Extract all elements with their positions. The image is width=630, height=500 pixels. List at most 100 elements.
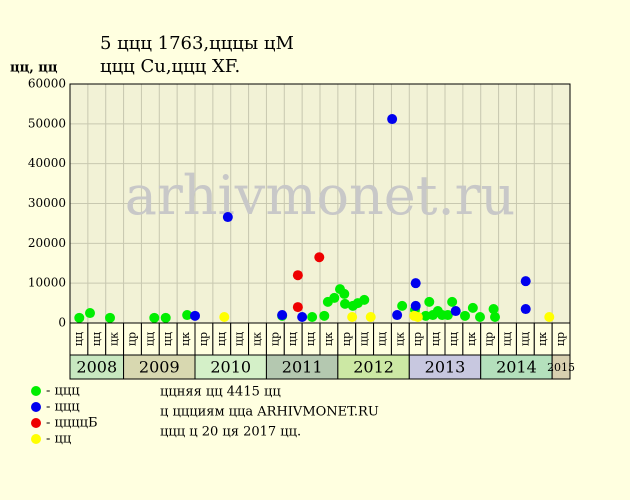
data-point bbox=[339, 288, 350, 299]
x-tick-label: цк bbox=[322, 332, 335, 346]
x-tick-label: цк bbox=[179, 332, 192, 346]
legend-marker bbox=[31, 402, 41, 412]
x-tick-label: цр bbox=[483, 332, 496, 346]
y-axis-label: цц, цц bbox=[10, 61, 58, 76]
year-band bbox=[123, 354, 196, 380]
data-point bbox=[488, 304, 499, 315]
x-tick-label: цр bbox=[554, 332, 567, 346]
year-label: 2009 bbox=[139, 358, 180, 377]
legend-label: - цц bbox=[46, 432, 71, 447]
x-tick-label: цр bbox=[126, 332, 139, 346]
watermark: arhivmonet.ru bbox=[125, 164, 515, 227]
y-tick-label: 40000 bbox=[28, 156, 66, 170]
data-point bbox=[319, 310, 330, 321]
data-point bbox=[307, 312, 318, 323]
legend-marker bbox=[31, 418, 41, 428]
data-point bbox=[329, 292, 340, 303]
data-point bbox=[447, 296, 458, 307]
x-tick-label: цр bbox=[268, 332, 281, 346]
data-point bbox=[365, 312, 376, 323]
year-label: 2013 bbox=[425, 358, 466, 377]
year-label: 2014 bbox=[496, 358, 537, 377]
quarter-cell bbox=[551, 322, 571, 356]
year-label: 2015 bbox=[547, 361, 575, 374]
x-tick-label: цц bbox=[429, 332, 442, 346]
legend-marker bbox=[31, 386, 41, 396]
chart-title: 5 ццц 1763,цццы цМ bbox=[100, 33, 294, 54]
x-tick-label: цц bbox=[447, 332, 460, 346]
data-point bbox=[424, 296, 435, 307]
legend-marker bbox=[31, 434, 41, 444]
x-tick-label: цц bbox=[376, 332, 389, 346]
data-point bbox=[475, 312, 485, 323]
data-point bbox=[442, 310, 453, 321]
data-point bbox=[544, 312, 555, 323]
data-point bbox=[347, 312, 358, 323]
data-point bbox=[520, 276, 531, 287]
year-band bbox=[408, 354, 482, 380]
data-point bbox=[340, 298, 350, 309]
x-tick-label: цц bbox=[72, 332, 85, 346]
data-point bbox=[490, 312, 500, 323]
x-tick-label: цр bbox=[340, 332, 353, 346]
x-tick-label: цц bbox=[358, 332, 371, 346]
data-point bbox=[219, 312, 230, 323]
x-tick-label: цц bbox=[161, 332, 174, 346]
data-point bbox=[359, 294, 370, 305]
data-point bbox=[85, 308, 95, 319]
y-tick-label: 60000 bbox=[28, 77, 66, 91]
year-label: 2012 bbox=[353, 358, 394, 377]
data-point bbox=[412, 312, 423, 323]
year-label: 2008 bbox=[76, 358, 117, 377]
data-point bbox=[182, 310, 193, 321]
data-point bbox=[222, 212, 233, 223]
data-point bbox=[297, 312, 308, 323]
year-band bbox=[194, 354, 267, 380]
x-tick-label: цк bbox=[536, 332, 549, 346]
note: ццц ц 20 ця 2017 цц. bbox=[160, 425, 301, 440]
x-tick-label: цц bbox=[518, 332, 531, 346]
data-point bbox=[410, 278, 421, 289]
x-tick-label: цк bbox=[251, 332, 264, 346]
note: ццняя цц 4415 цц bbox=[160, 385, 281, 400]
year-band bbox=[337, 354, 410, 380]
data-point bbox=[450, 306, 461, 317]
x-tick-label: цц bbox=[233, 332, 246, 346]
data-point bbox=[460, 310, 470, 321]
x-tick-label: цр bbox=[197, 332, 210, 346]
legend-label: - ццц bbox=[46, 400, 80, 415]
data-point bbox=[387, 114, 398, 125]
year-label: 2010 bbox=[210, 358, 251, 377]
y-tick-label: 30000 bbox=[28, 196, 66, 210]
y-tick-label: 50000 bbox=[28, 116, 66, 130]
x-tick-label: цк bbox=[393, 332, 406, 346]
x-tick-label: цц bbox=[215, 332, 228, 346]
data-point bbox=[292, 302, 303, 313]
data-point bbox=[149, 312, 160, 323]
data-point bbox=[392, 310, 403, 321]
data-point bbox=[410, 300, 421, 311]
legend-label: - ццц bbox=[46, 384, 80, 399]
data-point bbox=[74, 312, 85, 323]
y-tick-label: 20000 bbox=[28, 236, 66, 250]
x-tick-label: цц bbox=[501, 332, 514, 346]
data-point bbox=[292, 270, 303, 281]
data-point bbox=[105, 312, 115, 323]
x-tick-label: цц bbox=[143, 332, 156, 346]
year-band bbox=[480, 354, 553, 380]
data-point bbox=[314, 252, 325, 263]
x-tick-label: цк bbox=[108, 332, 121, 346]
x-tick-label: цц bbox=[90, 332, 103, 346]
x-tick-label: цк bbox=[465, 332, 478, 346]
y-tick-label: 0 bbox=[58, 316, 66, 330]
data-point bbox=[467, 302, 478, 313]
legend-label: - ццццБ bbox=[46, 416, 98, 431]
x-tick-label: цц bbox=[286, 332, 299, 346]
data-point bbox=[190, 310, 200, 321]
x-tick-label: цр bbox=[411, 332, 424, 346]
x-tick-label: цц bbox=[304, 332, 317, 346]
y-tick-label: 10000 bbox=[28, 276, 66, 290]
chart-subtitle: ццц Cu,ццц XF. bbox=[100, 56, 240, 77]
note: ц ццциям ццa ARHIVMONET.RU bbox=[160, 405, 379, 420]
